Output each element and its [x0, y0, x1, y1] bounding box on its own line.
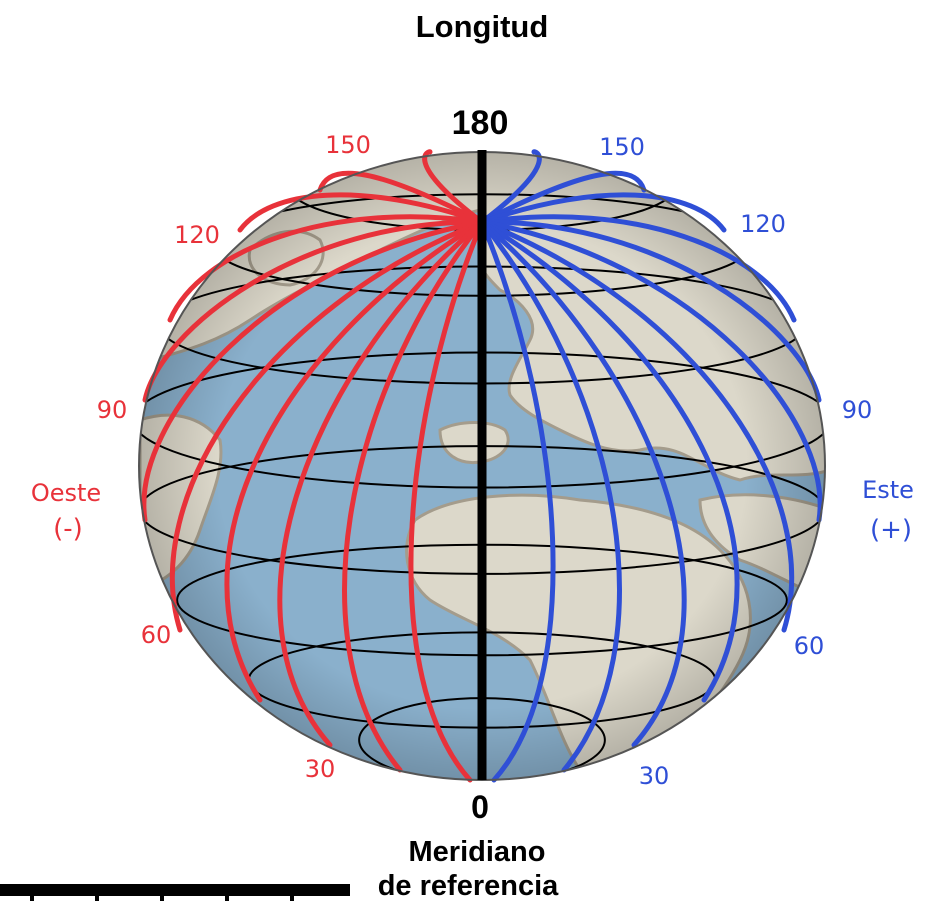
east-label-150: 150	[599, 133, 645, 161]
meridian-line	[479, 219, 822, 403]
east-label-60: 60	[794, 632, 825, 660]
meridian-line	[479, 192, 727, 233]
east-label-120: 120	[740, 210, 786, 238]
meridian-line	[479, 219, 795, 633]
meridian-line	[479, 214, 797, 323]
meridian-line	[479, 170, 647, 225]
east-name: Este	[862, 476, 914, 504]
meridian-line	[317, 170, 485, 225]
meridian-line	[479, 219, 740, 703]
west-meridians	[141, 149, 485, 783]
east-label-90: 90	[842, 396, 873, 424]
west-label-60: 60	[141, 621, 172, 649]
meridian-line	[479, 149, 542, 225]
west-labels: 150 120 90 60 30 Oeste (-)	[31, 131, 371, 783]
diagram-title: Longitud	[416, 9, 549, 44]
meridian-line	[141, 219, 485, 523]
west-name: Oeste	[31, 479, 101, 507]
meridian-line	[237, 192, 485, 233]
east-labels: 150 120 90 60 30 Este (+)	[599, 133, 914, 790]
east-sign: (+)	[870, 515, 912, 545]
reference-label-line2: de referencia	[378, 870, 559, 901]
west-label-30: 30	[305, 755, 336, 783]
label-0: 0	[471, 789, 489, 825]
meridian-line	[422, 149, 485, 225]
meridian-line	[479, 219, 687, 748]
reference-label-line1: Meridiano	[409, 836, 546, 868]
meridian-line	[142, 219, 485, 403]
east-label-30: 30	[639, 762, 670, 790]
meridian-line	[169, 219, 485, 633]
west-label-150: 150	[325, 131, 371, 159]
scale-bar	[0, 884, 350, 901]
meridian-line	[167, 214, 485, 323]
meridian-line	[342, 219, 485, 773]
meridian-line	[408, 219, 485, 783]
meridian-line	[479, 219, 556, 783]
meridian-line	[479, 219, 823, 523]
west-sign: (-)	[53, 514, 83, 544]
meridian-line	[479, 219, 622, 773]
meridian-line	[277, 219, 485, 748]
west-label-120: 120	[174, 221, 220, 249]
east-meridians	[479, 149, 823, 783]
label-180: 180	[452, 104, 509, 142]
meridian-line	[224, 219, 485, 703]
west-label-90: 90	[97, 396, 128, 424]
